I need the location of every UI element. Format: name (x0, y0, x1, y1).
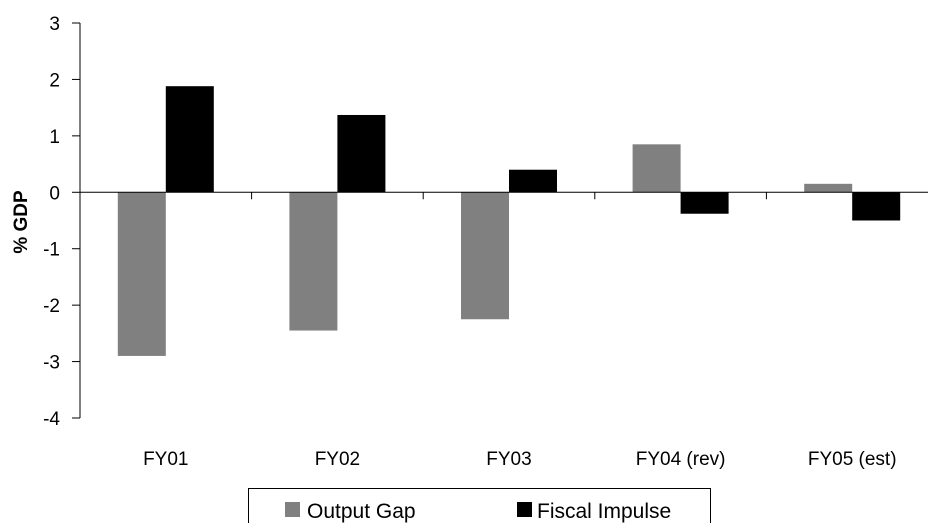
bar-fiscal-impulse (337, 114, 386, 193)
bar-output-gap (461, 192, 509, 320)
bar-fiscal-impulse (852, 192, 901, 221)
category-labels: FY01 FY02 FY03 FY04 (rev) FY05 (est) (143, 449, 896, 470)
y-axis-ticks: 3 2 1 0 -1 -2 -3 -4 (43, 14, 80, 430)
legend-box (248, 488, 711, 523)
y-axis-title: % GDP (11, 190, 32, 254)
category-label: FY01 (143, 449, 188, 470)
bars (117, 86, 901, 356)
legend-swatch (517, 502, 532, 517)
category-label: FY03 (486, 449, 531, 470)
legend-label: Output Gap (307, 500, 416, 523)
category-label: FY05 (est) (808, 449, 897, 470)
y-tick-label: 2 (49, 70, 60, 91)
y-tick-label: 3 (49, 14, 60, 35)
y-tick-label: -4 (43, 409, 60, 430)
y-tick-label: 0 (49, 183, 60, 204)
y-tick-label: -2 (43, 296, 60, 317)
y-tick-label: 1 (49, 127, 60, 148)
category-label: FY04 (rev) (636, 449, 726, 470)
legend-label: Fiscal Impulse (537, 500, 671, 523)
axes (79, 23, 928, 418)
bar-fiscal-impulse (680, 192, 729, 214)
legend-swatch (285, 502, 300, 517)
bar-fiscal-impulse (509, 169, 557, 193)
y-tick-label: -3 (43, 353, 60, 374)
bar-output-gap (804, 183, 853, 193)
bar-output-gap (289, 192, 338, 331)
y-tick-label: -1 (43, 240, 60, 261)
bar-output-gap (632, 144, 681, 193)
bar-output-gap (117, 192, 166, 356)
legend: Output Gap Fiscal Impulse (248, 488, 711, 523)
bar-fiscal-impulse (165, 86, 214, 193)
category-label: FY02 (315, 449, 360, 470)
